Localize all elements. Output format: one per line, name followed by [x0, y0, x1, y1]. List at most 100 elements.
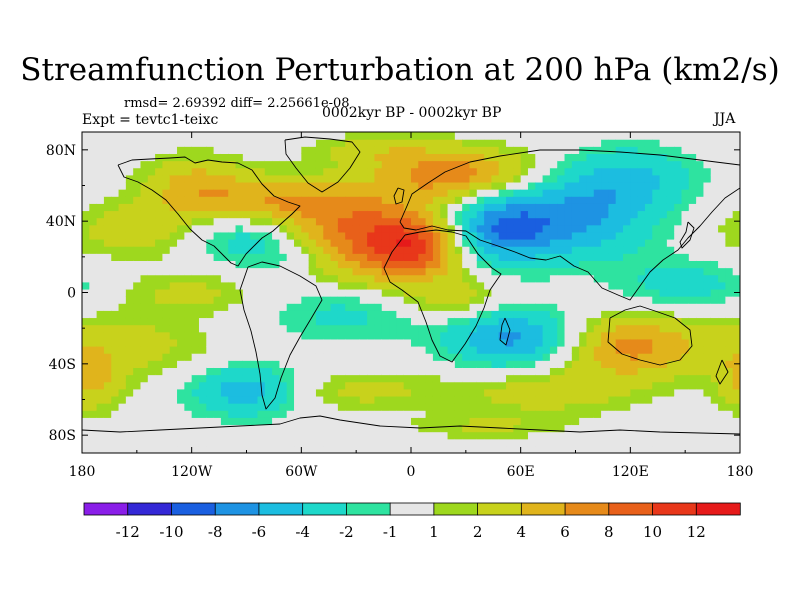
heatmap-cell	[345, 146, 354, 154]
heatmap-cell	[506, 324, 514, 333]
heatmap-cell	[440, 403, 449, 411]
heatmap-cell	[294, 445, 302, 453]
heatmap-cell	[432, 146, 441, 154]
heatmap-cell	[659, 217, 668, 226]
heatmap-cell	[89, 395, 98, 404]
heatmap-cell	[264, 417, 273, 426]
heatmap-cell	[549, 281, 558, 290]
heatmap-cell	[228, 288, 237, 297]
heatmap-cell	[593, 310, 602, 319]
heatmap-cell	[718, 203, 726, 212]
heatmap-cell	[191, 346, 200, 354]
heatmap-cell	[710, 224, 719, 233]
heatmap-cell	[513, 153, 522, 162]
heatmap-cell	[272, 324, 280, 333]
heatmap-cell	[564, 331, 573, 340]
heatmap-cell	[279, 181, 288, 190]
heatmap-cell	[425, 217, 434, 226]
heatmap-cell	[257, 374, 266, 383]
heatmap-cell	[630, 267, 639, 276]
heatmap-cell	[447, 310, 456, 319]
heatmap-cell	[272, 388, 280, 397]
heatmap-cell	[235, 403, 244, 411]
heatmap-cell	[367, 303, 376, 311]
heatmap-cell	[601, 346, 609, 354]
heatmap-cell	[118, 160, 127, 169]
heatmap-cell	[147, 346, 156, 354]
heatmap-cell	[89, 331, 98, 340]
heatmap-cell	[162, 374, 171, 383]
heatmap-cell	[330, 174, 339, 183]
heatmap-cell	[315, 338, 324, 347]
heatmap-cell	[272, 353, 280, 361]
heatmap-cell	[162, 260, 171, 269]
heatmap-cell	[118, 346, 127, 354]
heatmap-cell	[725, 424, 734, 433]
heatmap-cell	[118, 288, 127, 297]
heatmap-cell	[140, 288, 149, 297]
heatmap-cell	[681, 431, 690, 440]
heatmap-cell	[447, 231, 456, 240]
heatmap-cell	[264, 296, 273, 304]
heatmap-cell	[286, 217, 295, 226]
heatmap-cell	[630, 210, 639, 219]
heatmap-cell	[374, 317, 383, 326]
heatmap-cell	[191, 331, 200, 340]
heatmap-cell	[403, 181, 412, 190]
heatmap-cell	[250, 288, 259, 297]
coastline-africa	[383, 229, 502, 363]
heatmap-cell	[484, 338, 493, 347]
heatmap-cell	[272, 381, 280, 390]
heatmap-cell	[498, 445, 507, 453]
heatmap-cell	[118, 231, 127, 240]
heatmap-cell	[652, 303, 661, 311]
heatmap-cell	[257, 189, 266, 197]
heatmap-cell	[586, 395, 595, 404]
heatmap-cell	[103, 139, 112, 147]
heatmap-cell	[615, 417, 624, 426]
heatmap-cell	[96, 281, 105, 290]
heatmap-cell	[381, 246, 390, 254]
heatmap-cell	[308, 424, 317, 433]
heatmap-cell	[213, 431, 222, 440]
heatmap-cell	[359, 403, 368, 411]
heatmap-cell	[184, 267, 193, 276]
heatmap-cell	[718, 167, 726, 176]
heatmap-cell	[608, 317, 617, 326]
heatmap-cell	[418, 438, 427, 447]
heatmap-cell	[213, 445, 222, 453]
heatmap-cell	[725, 239, 734, 247]
heatmap-cell	[389, 274, 397, 283]
heatmap-cell	[337, 296, 346, 304]
heatmap-cell	[228, 324, 237, 333]
heatmap-cell	[198, 417, 207, 426]
heatmap-cell	[732, 210, 740, 219]
heatmap-cell	[396, 196, 405, 204]
heatmap-cell	[111, 217, 120, 226]
heatmap-cell	[235, 445, 244, 453]
heatmap-cell	[140, 196, 149, 204]
heatmap-cell	[703, 196, 712, 204]
heatmap-cell	[601, 374, 609, 383]
heatmap-cell	[593, 424, 602, 433]
heatmap-cell	[184, 388, 193, 397]
heatmap-cell	[140, 388, 149, 397]
heatmap-cell	[491, 360, 500, 368]
heatmap-cell	[571, 417, 580, 426]
heatmap-cell	[447, 224, 456, 233]
heatmap-cell	[491, 132, 500, 140]
heatmap-cell	[593, 296, 602, 304]
heatmap-cell	[432, 231, 441, 240]
heatmap-cell	[162, 310, 171, 319]
heatmap-cell	[418, 281, 427, 290]
heatmap-cell	[666, 417, 675, 426]
coastline-north-america	[117, 156, 301, 267]
heatmap-cell	[89, 246, 98, 254]
heatmap-cell	[535, 281, 544, 290]
heatmap-cell	[491, 303, 500, 311]
heatmap-cell	[425, 231, 434, 240]
heatmap-cell	[725, 203, 734, 212]
heatmap-cell	[133, 260, 142, 269]
heatmap-cell	[162, 281, 171, 290]
coastline-britain	[393, 187, 405, 205]
